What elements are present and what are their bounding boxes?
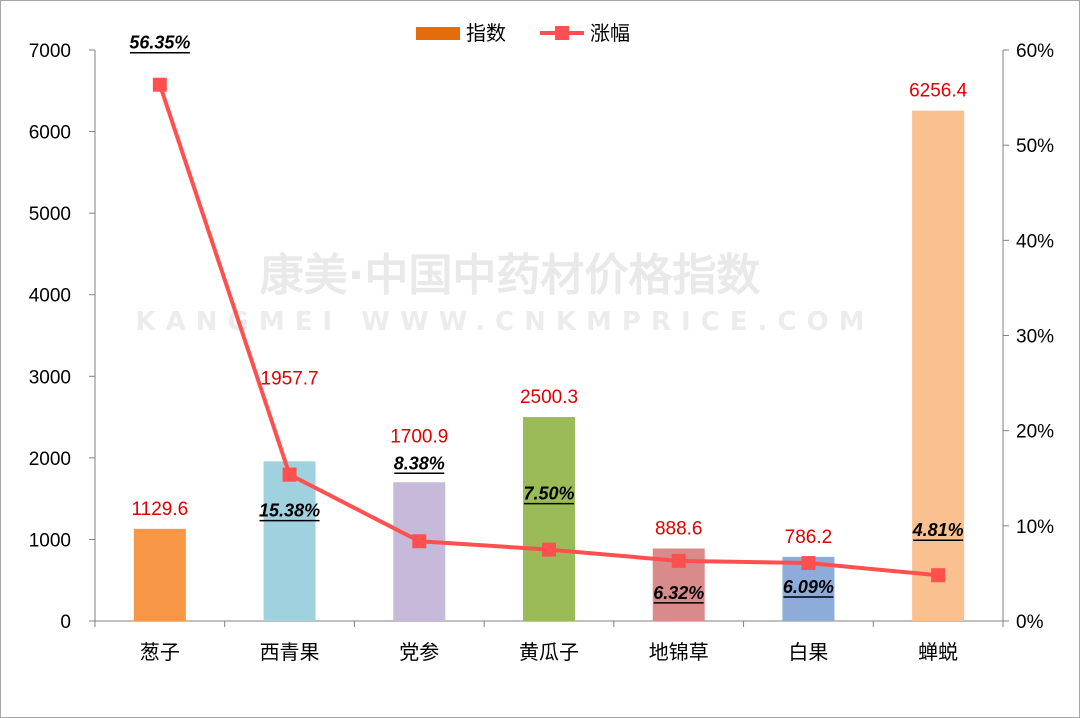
- data-labels: 1129.6 1957.7 1700.9 2500.3 888.6 786.2 6256.4…: [129, 33, 968, 604]
- watermark-line1: 康美·中国中药材价格指数: [260, 250, 761, 301]
- legend-swatch-change-marker: [555, 26, 569, 40]
- watermark-line2: KANGMEI WWW.CNKMPRICE.COM: [136, 307, 875, 337]
- bar: [393, 482, 446, 621]
- right-axis-tick-label: 60%: [1016, 41, 1054, 62]
- change-point-marker: [282, 467, 297, 482]
- change-point-marker: [671, 553, 686, 568]
- left-axis-tick-label: 2000: [29, 449, 71, 470]
- bar-value-label: 1129.6: [132, 499, 189, 520]
- category-label: 蝉蜕: [918, 640, 958, 664]
- change-point-marker: [542, 542, 556, 557]
- category-label: 白果: [788, 640, 828, 664]
- bars: [133, 110, 965, 621]
- left-axis-tick-label: 1000: [29, 530, 71, 551]
- left-axis-tick-label: 4000: [29, 286, 71, 307]
- bar-value-label: 888.6: [655, 519, 703, 540]
- change-point-marker: [931, 568, 946, 583]
- change-value-label: 4.81%: [912, 520, 964, 540]
- change-value-label: 6.09%: [783, 577, 834, 597]
- axes: 0 1000 2000 3000 4000 5000 6000 7000 0% 10% 20% 30%…: [29, 41, 1054, 664]
- category-label: 党参: [399, 640, 439, 664]
- legend-swatch-index: [416, 27, 460, 40]
- bar: [523, 417, 575, 621]
- left-axis-tick-label: 5000: [29, 204, 71, 225]
- legend-label-index: 指数: [466, 21, 506, 45]
- change-value-label: 7.50%: [523, 484, 574, 504]
- change-value-label: 6.32%: [653, 583, 704, 603]
- left-axis-tick-label: 3000: [29, 367, 71, 388]
- bar-value-label: 2500.3: [520, 387, 578, 408]
- right-axis-tick-label: 10%: [1016, 517, 1054, 538]
- right-axis-tick-label: 50%: [1016, 136, 1054, 157]
- left-axis-tick-label: 6000: [29, 123, 71, 144]
- bar-value-label: 1700.9: [390, 426, 448, 447]
- watermark: 康美·中国中药材价格指数 KANGMEI WWW.CNKMPRICE.COM: [136, 250, 875, 337]
- change-point-marker: [801, 556, 816, 571]
- right-axis-tick-label: 20%: [1016, 422, 1054, 443]
- right-axis-tick-label: 0%: [1016, 612, 1044, 633]
- bar-value-label: 6256.4: [909, 81, 968, 102]
- right-axis-tick-label: 40%: [1016, 231, 1054, 252]
- bar-value-label: 1957.7: [261, 368, 319, 389]
- change-value-label: 56.35%: [129, 33, 190, 53]
- bar: [133, 528, 186, 621]
- legend: 指数 涨幅: [416, 21, 630, 45]
- change-value-label: 8.38%: [394, 453, 445, 473]
- bar: [263, 461, 316, 621]
- right-axis-tick-label: 30%: [1016, 327, 1054, 348]
- legend-label-change: 涨幅: [590, 21, 630, 45]
- category-label: 黄瓜子: [519, 640, 579, 664]
- category-label: 葱子: [140, 640, 180, 664]
- change-value-label: 15.38%: [259, 501, 320, 521]
- change-point-marker: [412, 534, 427, 549]
- category-label: 西青果: [260, 640, 320, 664]
- change-point-marker: [152, 77, 167, 92]
- bar-value-label: 786.2: [785, 527, 833, 548]
- bar: [912, 110, 965, 621]
- left-axis-tick-label: 0: [60, 612, 71, 633]
- change-line-layer: [152, 77, 946, 583]
- category-label: 地锦草: [649, 640, 709, 664]
- left-axis-tick-label: 7000: [29, 41, 71, 62]
